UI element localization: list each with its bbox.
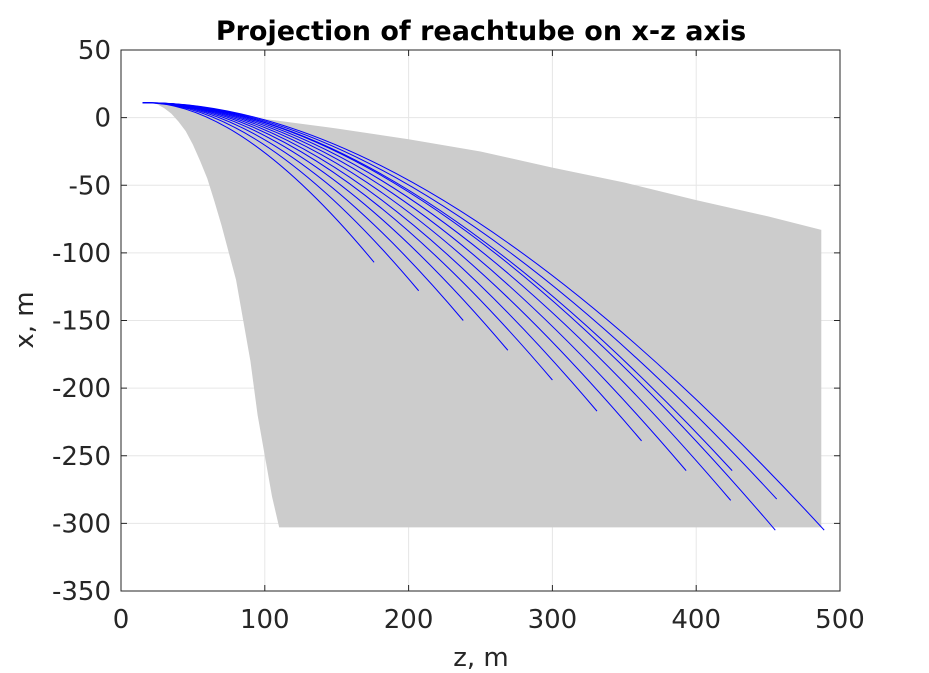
trajectory-line (142, 102, 687, 471)
trajectory-line (142, 102, 825, 531)
x-tick-label: 200 (384, 605, 434, 635)
y-tick-label: -250 (52, 442, 111, 472)
y-tick-label: -150 (52, 307, 111, 337)
chart-title: Projection of reachtube on x-z axis (216, 16, 746, 47)
trajectory-line (142, 102, 732, 501)
x-axis-label: z, m (453, 643, 509, 673)
y-tick-label: -300 (52, 509, 111, 539)
trajectory-line (142, 102, 642, 442)
y-tick-label: -50 (69, 171, 111, 201)
tick-marks (120, 49, 841, 592)
trajectory-line (142, 102, 778, 500)
x-tick-label: 400 (671, 605, 721, 635)
y-tick-label: -350 (52, 577, 111, 607)
x-tick-label: 300 (528, 605, 578, 635)
y-tick-label: 50 (78, 36, 111, 66)
x-tick-label: 500 (815, 605, 865, 635)
plot-area (138, 102, 825, 531)
x-tick-label: 100 (240, 605, 290, 635)
trajectory-line (142, 102, 598, 412)
y-tick-label: -200 (52, 374, 111, 404)
reachtube-region (138, 102, 822, 528)
y-tick-label: -100 (52, 239, 111, 269)
y-axis-label: x, m (10, 291, 40, 348)
tick-labels: 0 100 200 300 400 500500-50-100-150-200-250-3… (52, 36, 865, 635)
x-tick-label: 0 (113, 605, 130, 635)
y-tick-label: 0 (94, 104, 111, 134)
